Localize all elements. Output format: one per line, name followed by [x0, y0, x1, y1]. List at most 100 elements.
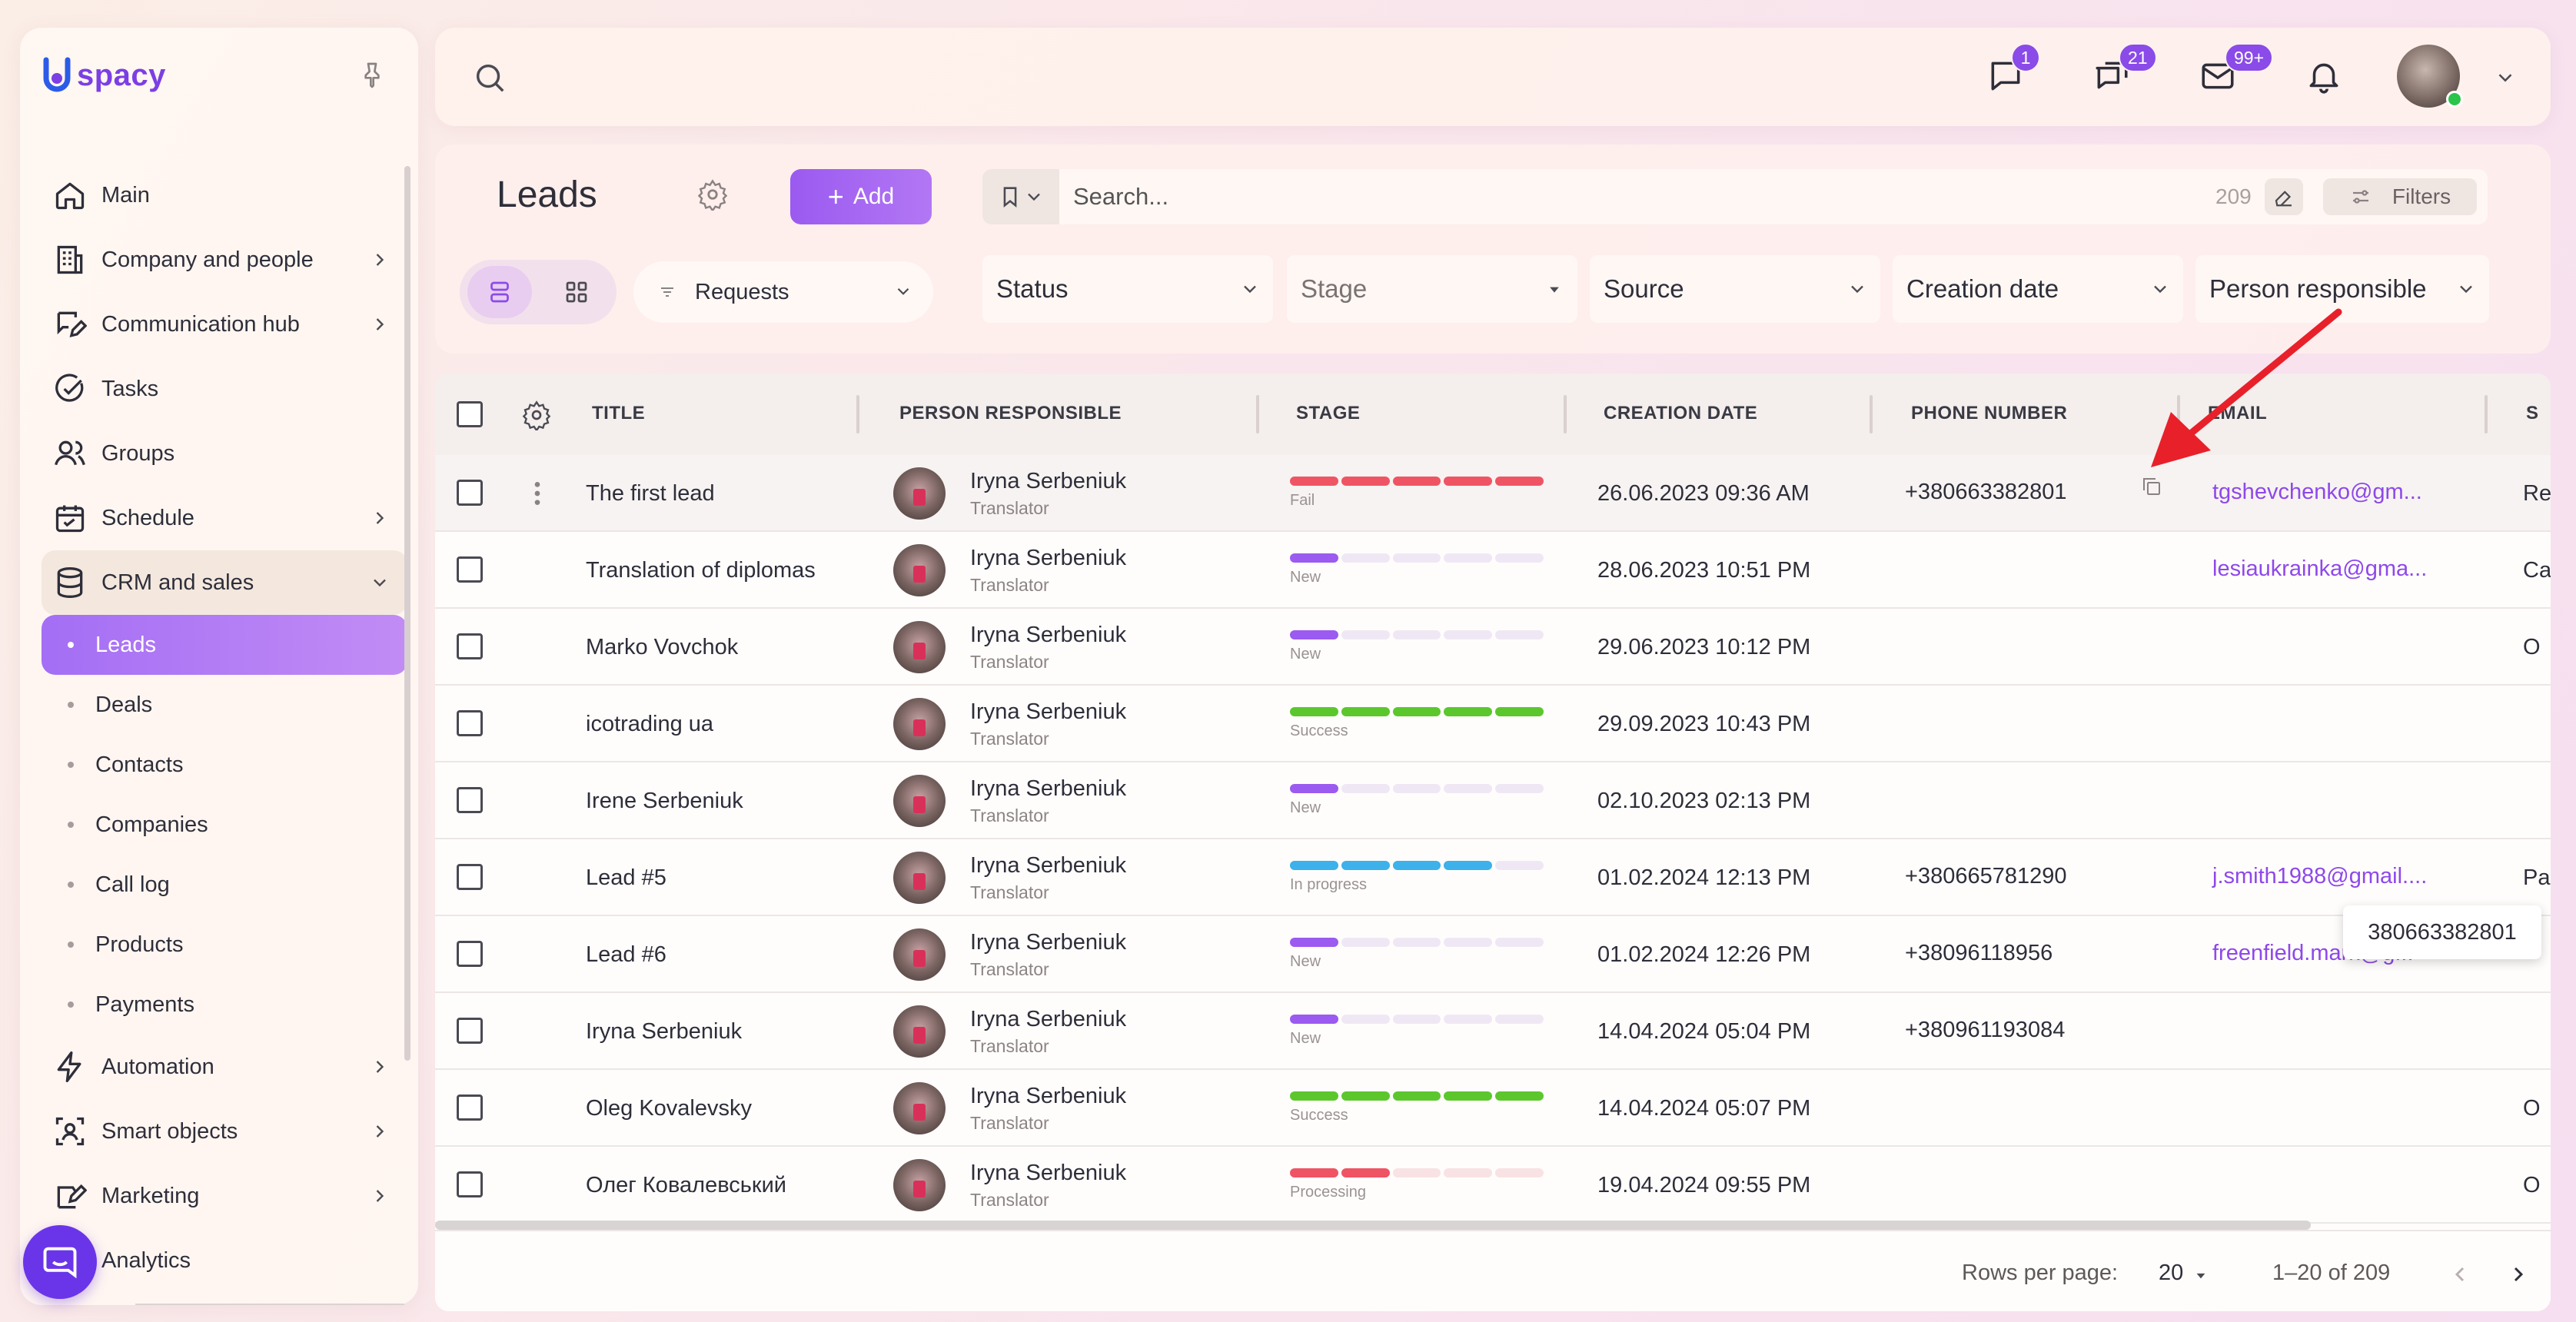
messages-button[interactable]: 21	[2092, 43, 2157, 95]
column-resize-handle[interactable]	[856, 395, 859, 433]
person-responsible-filter-select[interactable]: Person responsible	[2195, 255, 2489, 323]
sidebar-subitem-deals[interactable]: Deals	[42, 675, 407, 735]
person-name[interactable]: Iryna Serbeniuk	[970, 930, 1127, 955]
column-header-source[interactable]: S	[2526, 403, 2539, 424]
row-checkbox[interactable]	[457, 941, 483, 967]
table-row[interactable]: Irene Serbeniuk Iryna Serbeniuk Translator…	[435, 762, 2551, 839]
sidebar-item-automation[interactable]: Automation	[42, 1035, 407, 1099]
table-row[interactable]: Translation of diplomas Iryna Serbeniuk Tr…	[435, 532, 2551, 609]
creation-date-filter-select[interactable]: Creation date	[1893, 255, 2183, 323]
column-header-creation-date[interactable]: CREATION DATE	[1604, 403, 1758, 424]
list-view-button[interactable]	[467, 266, 532, 318]
row-checkbox[interactable]	[457, 710, 483, 736]
sidebar-subitem-payments[interactable]: Payments	[42, 975, 407, 1035]
clear-search-button[interactable]	[2265, 178, 2303, 215]
sidebar-item-smart-objects[interactable]: Smart objects	[42, 1099, 407, 1164]
select-all-checkbox[interactable]	[457, 401, 483, 427]
row-checkbox[interactable]	[457, 480, 483, 506]
person-name[interactable]: Iryna Serbeniuk	[970, 546, 1127, 570]
column-resize-handle[interactable]	[2177, 395, 2180, 433]
lead-title[interactable]: Oleg Kovalevsky	[586, 1096, 752, 1121]
column-header-title[interactable]: TITLE	[592, 403, 646, 424]
column-header-phone-number[interactable]: PHONE NUMBER	[1911, 403, 2068, 424]
chat-button[interactable]: 1	[1986, 43, 2040, 95]
source-filter-select[interactable]: Source	[1590, 255, 1880, 323]
stage-progress-bar[interactable]	[1290, 784, 1544, 793]
lead-title[interactable]: Marko Vovchok	[586, 635, 739, 659]
person-name[interactable]: Iryna Serbeniuk	[970, 1161, 1127, 1185]
lead-title[interactable]: Translation of diplomas	[586, 558, 816, 583]
sidebar-item-communication-hub[interactable]: Communication hub	[42, 292, 407, 357]
lead-title[interactable]: Олег Ковалевський	[586, 1173, 786, 1197]
phone-number[interactable]: +380665781290	[1905, 864, 2067, 889]
person-name[interactable]: Iryna Serbeniuk	[970, 853, 1127, 878]
row-checkbox[interactable]	[457, 633, 483, 659]
mail-button[interactable]: 99+	[2199, 43, 2274, 95]
email-link[interactable]: j.smith1988@gmail....	[2212, 864, 2428, 889]
row-checkbox[interactable]	[457, 1094, 483, 1121]
person-name[interactable]: Iryna Serbeniuk	[970, 623, 1127, 647]
logo[interactable]: spacy	[42, 57, 166, 94]
rows-per-page-select[interactable]: 20	[2159, 1261, 2184, 1285]
table-row[interactable]: The first lead Iryna Serbeniuk Translator F…	[435, 455, 2551, 532]
add-lead-button[interactable]: + Add	[790, 169, 932, 224]
stage-progress-bar[interactable]	[1290, 1015, 1544, 1024]
row-checkbox[interactable]	[457, 1171, 483, 1197]
lead-title[interactable]: Irene Serbeniuk	[586, 789, 743, 813]
more-options-icon[interactable]	[526, 478, 549, 509]
sidebar-item-company-and-people[interactable]: Company and people	[42, 228, 407, 292]
sidebar-item-marketing[interactable]: Marketing	[42, 1164, 407, 1228]
status-filter-select[interactable]: Status	[982, 255, 1273, 323]
table-row[interactable]: icotrading ua Iryna Serbeniuk Translator Su…	[435, 686, 2551, 762]
lead-title[interactable]: The first lead	[586, 481, 715, 506]
table-row[interactable]: Lead #6 Iryna Serbeniuk Translator New 01.02…	[435, 916, 2551, 993]
stage-progress-bar[interactable]	[1290, 630, 1544, 639]
table-row[interactable]: Iryna Serbeniuk Iryna Serbeniuk Translator…	[435, 993, 2551, 1070]
previous-page-icon[interactable]	[2448, 1262, 2472, 1287]
stage-progress-bar[interactable]	[1290, 707, 1544, 716]
phone-number[interactable]: +380961193084	[1905, 1018, 2066, 1042]
stage-progress-bar[interactable]	[1290, 1091, 1544, 1101]
sidebar-item-crm-and-sales[interactable]: CRM and sales	[42, 550, 407, 615]
table-row[interactable]: Oleg Kovalevsky Iryna Serbeniuk Translator…	[435, 1070, 2551, 1147]
lead-title[interactable]: Iryna Serbeniuk	[586, 1019, 743, 1044]
sidebar-item-groups[interactable]: Groups	[42, 421, 407, 486]
row-checkbox[interactable]	[457, 556, 483, 583]
sidebar-subitem-companies[interactable]: Companies	[42, 795, 407, 855]
sidebar-item-schedule[interactable]: Schedule	[42, 486, 407, 550]
next-page-icon[interactable]	[2506, 1262, 2531, 1287]
sidebar-item-main[interactable]: Main	[42, 163, 407, 228]
row-checkbox[interactable]	[457, 787, 483, 813]
stage-filter-select[interactable]: Stage	[1287, 255, 1577, 323]
person-name[interactable]: Iryna Serbeniuk	[970, 776, 1127, 801]
row-checkbox[interactable]	[457, 864, 483, 890]
view-selector-dropdown[interactable]: Requests	[633, 261, 933, 323]
table-row[interactable]: Олег Ковалевський Iryna Serbeniuk Translat…	[435, 1147, 2551, 1224]
sidebar-subitem-leads[interactable]: Leads	[42, 615, 407, 675]
column-settings-gear-icon[interactable]	[521, 400, 552, 430]
person-name[interactable]: Iryna Serbeniuk	[970, 469, 1127, 493]
table-row[interactable]: Lead #5 Iryna Serbeniuk Translator In progr…	[435, 839, 2551, 916]
stage-progress-bar[interactable]	[1290, 553, 1544, 563]
search-icon[interactable]	[472, 60, 507, 95]
person-name[interactable]: Iryna Serbeniuk	[970, 1084, 1127, 1108]
email-link[interactable]: tgshevchenko@gm...	[2212, 480, 2422, 504]
person-name[interactable]: Iryna Serbeniuk	[970, 1007, 1127, 1031]
sidebar-subitem-contacts[interactable]: Contacts	[42, 735, 407, 795]
phone-number[interactable]: +380663382801	[1905, 480, 2067, 504]
stage-progress-bar[interactable]	[1290, 938, 1544, 947]
column-header-stage[interactable]: STAGE	[1296, 403, 1361, 424]
column-header-person-responsible[interactable]: PERSON RESPONSIBLE	[899, 403, 1122, 424]
settings-gear-icon[interactable]	[696, 178, 729, 211]
search-input[interactable]	[1073, 180, 2149, 214]
stage-progress-bar[interactable]	[1290, 861, 1544, 870]
lead-title[interactable]: icotrading ua	[586, 712, 714, 736]
column-resize-handle[interactable]	[2485, 395, 2488, 433]
sidebar-scrollbar[interactable]	[404, 166, 410, 1061]
column-resize-handle[interactable]	[1564, 395, 1567, 433]
phone-number[interactable]: +38096118956	[1905, 941, 2053, 965]
grid-view-button[interactable]	[544, 266, 609, 318]
person-name[interactable]: Iryna Serbeniuk	[970, 699, 1127, 724]
stage-progress-bar[interactable]	[1290, 1168, 1544, 1178]
column-resize-handle[interactable]	[1870, 395, 1873, 433]
